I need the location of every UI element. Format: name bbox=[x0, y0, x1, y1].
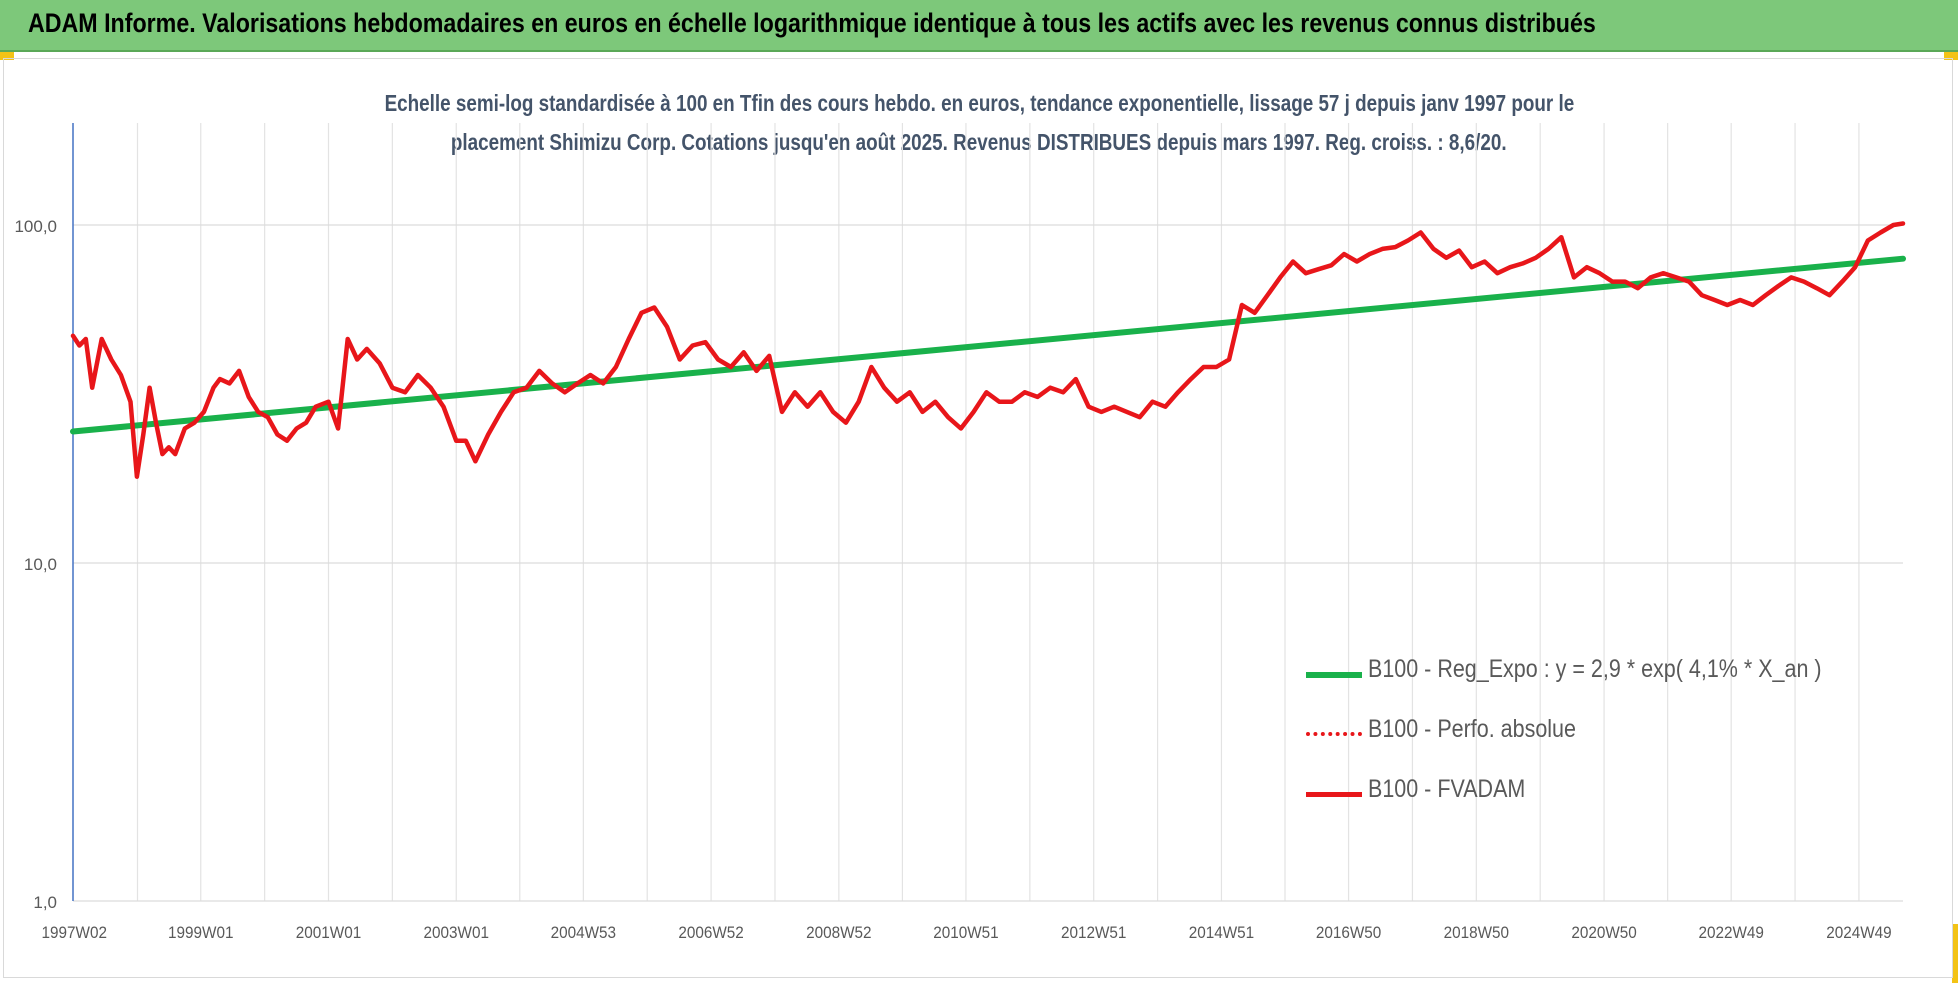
series-group bbox=[70, 221, 1906, 479]
y-tick-labels: 1,0 10,0 100,0 bbox=[14, 217, 57, 912]
legend-swatch-red bbox=[1306, 792, 1362, 797]
grid-lines bbox=[73, 123, 1903, 902]
legend-swatch-dotted-red bbox=[1306, 732, 1362, 736]
x-tick-labels: 1997W02 1999W01 2001W01 2003W01 2004W53 2006W… bbox=[42, 923, 1892, 942]
x-tick-label: 2018W50 bbox=[1444, 923, 1509, 942]
corner-accent-top-left bbox=[0, 52, 14, 60]
series-line-0 bbox=[70, 255, 1906, 435]
y-tick-label: 1,0 bbox=[33, 893, 57, 912]
chart-title-line1: Echelle semi-log standardisée à 100 en T… bbox=[384, 90, 1574, 116]
y-tick-label: 100,0 bbox=[14, 217, 57, 236]
legend-label-fvadam: B100 - FVADAM bbox=[1368, 775, 1526, 803]
x-tick-label: 2022W49 bbox=[1698, 923, 1763, 942]
x-tick-label: 2010W51 bbox=[933, 923, 998, 942]
chart-title: Echelle semi-log standardisée à 100 en T… bbox=[0, 84, 1958, 162]
x-tick-label: 1997W02 bbox=[42, 923, 107, 942]
x-tick-label: 2004W53 bbox=[551, 923, 616, 942]
x-tick-label: 2001W01 bbox=[296, 923, 361, 942]
x-tick-label: 2012W51 bbox=[1061, 923, 1126, 942]
x-tick-label: 2024W49 bbox=[1826, 923, 1891, 942]
legend-label-reg-expo: B100 - Reg_Expo : y = 2,9 * exp( 4,1% * … bbox=[1368, 655, 1822, 683]
chart-title-line2: placement Shimizu Corp. Cotations jusqu'… bbox=[451, 129, 1507, 155]
x-tick-label: 2008W52 bbox=[806, 923, 871, 942]
banner-title: ADAM Informe. Valorisations hebdomadaire… bbox=[28, 8, 1596, 38]
corner-accent-bottom-right bbox=[1952, 924, 1958, 983]
x-tick-label: 2020W50 bbox=[1571, 923, 1636, 942]
legend-label-perfo-absolue: B100 - Perfo. absolue bbox=[1368, 715, 1576, 743]
x-tick-label: 2014W51 bbox=[1189, 923, 1254, 942]
x-tick-label: 1999W01 bbox=[168, 923, 233, 942]
chart-frame bbox=[3, 58, 1953, 978]
x-tick-label: 2003W01 bbox=[424, 923, 489, 942]
series-line-2 bbox=[70, 221, 1906, 479]
legend-swatch-green bbox=[1306, 672, 1362, 678]
x-tick-label: 2016W50 bbox=[1316, 923, 1381, 942]
corner-accent-top-right bbox=[1944, 52, 1958, 60]
x-tick-label: 2006W52 bbox=[678, 923, 743, 942]
header-banner: ADAM Informe. Valorisations hebdomadaire… bbox=[0, 0, 1958, 52]
y-tick-label: 10,0 bbox=[24, 555, 57, 574]
